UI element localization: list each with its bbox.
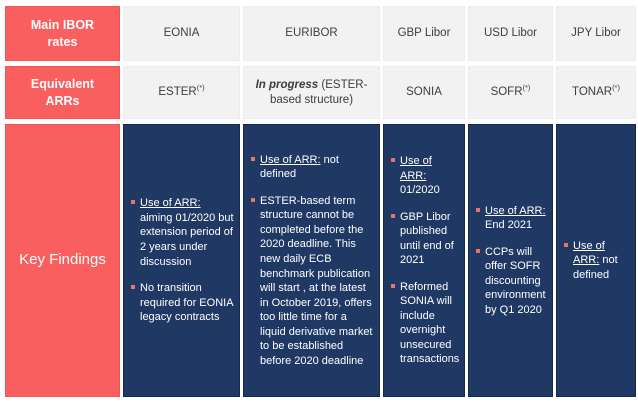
finding-text: not defined xyxy=(260,153,339,181)
finding-text: ESTER-based term structure cannot be com… xyxy=(260,194,373,367)
footnote-marker: (*) xyxy=(612,83,620,93)
footnote-marker: (*) xyxy=(196,83,205,93)
column-header-euribor: EURIBOR xyxy=(243,6,380,61)
row-header-label: Equivalent ARRs xyxy=(30,76,95,108)
finding-item: Reformed SONIA will include overnight un… xyxy=(391,280,459,367)
finding-item: Use of ARR: 01/2020 xyxy=(391,154,459,198)
finding-item: CCPs will offer SOFR discounting environ… xyxy=(476,245,547,318)
row-header-label: Key Findings xyxy=(19,251,106,269)
bullet-square-icon xyxy=(131,285,135,290)
arr-name: In progress (ESTER-based structure) xyxy=(255,78,368,106)
finding-item: No transition required for EONIA legacy … xyxy=(131,281,234,325)
findings-cell-usd-libor: Use of ARR: End 2021 CCPs will offer SOF… xyxy=(468,124,553,397)
findings-cell-eonia: Use of ARR: aiming 01/2020 but extension… xyxy=(123,124,240,397)
ibor-name: JPY Libor xyxy=(571,27,621,40)
finding-item: Use of ARR: aiming 01/2020 but extension… xyxy=(131,196,234,269)
findings-cell-gbp-libor: Use of ARR: 01/2020 GBP Libor published … xyxy=(383,124,465,397)
row-header-key-findings: Key Findings xyxy=(5,124,120,397)
finding-item: Use of ARR: not defined xyxy=(251,153,374,182)
bullet-square-icon xyxy=(564,242,568,247)
bullet-square-icon xyxy=(476,207,480,212)
findings-list: Use of ARR: aiming 01/2020 but extension… xyxy=(131,196,234,324)
findings-list: Use of ARR: not defined ESTER-based term… xyxy=(251,153,374,368)
finding-lead: Use of ARR: xyxy=(400,155,432,182)
findings-list: Use of ARR: 01/2020 GBP Libor published … xyxy=(391,154,459,367)
footnote-marker: (*) xyxy=(522,83,531,93)
finding-item: ESTER-based term structure cannot be com… xyxy=(251,194,374,368)
finding-text: not defined xyxy=(573,254,618,281)
findings-cell-jpy-libor: Use of ARR: not defined xyxy=(556,124,636,397)
finding-lead: Use of ARR: xyxy=(260,153,321,166)
row-header-label: Main IBOR rates xyxy=(30,17,95,49)
bullet-square-icon xyxy=(476,248,480,253)
finding-item: Use of ARR: not defined xyxy=(564,239,630,283)
ibor-name: GBP Libor xyxy=(397,27,451,40)
arr-name: ESTER(*) xyxy=(158,83,205,99)
row-header-main-ibor-rates: Main IBOR rates xyxy=(5,6,120,61)
finding-text: No transition required for EONIA legacy … xyxy=(140,282,233,324)
finding-lead: Use of ARR: xyxy=(485,204,546,217)
finding-item: GBP Libor published until end of 2021 xyxy=(391,210,459,268)
bullet-square-icon xyxy=(131,200,135,205)
arr-cell-euribor-in-progress: In progress (ESTER-based structure) xyxy=(243,66,380,119)
arr-status-emphasis: In progress xyxy=(255,78,319,91)
finding-text: End 2021 xyxy=(485,219,533,232)
finding-lead: Use of ARR: xyxy=(140,197,201,210)
findings-cell-euribor: Use of ARR: not defined ESTER-based term… xyxy=(243,124,380,397)
finding-text: CCPs will offer SOFR discounting environ… xyxy=(485,245,546,316)
ibor-name: EURIBOR xyxy=(285,27,338,40)
finding-text: 01/2020 xyxy=(400,184,440,197)
ibor-name: EONIA xyxy=(163,27,200,40)
findings-list: Use of ARR: not defined xyxy=(564,239,630,283)
finding-text: aiming 01/2020 but extension period of 2… xyxy=(140,211,234,268)
arr-cell-tonar: TONAR(*) xyxy=(556,66,636,119)
arr-name: SONIA xyxy=(406,86,442,99)
column-header-gbp-libor: GBP Libor xyxy=(383,6,465,61)
finding-item: Use of ARR: End 2021 xyxy=(476,204,547,233)
bullet-square-icon xyxy=(391,213,395,218)
bullet-square-icon xyxy=(251,197,255,202)
finding-text: GBP Libor published until end of 2021 xyxy=(400,210,454,267)
arr-cell-ester: ESTER(*) xyxy=(123,66,240,119)
arr-cell-sonia: SONIA xyxy=(383,66,465,119)
bullet-square-icon xyxy=(391,283,395,288)
bullet-square-icon xyxy=(251,156,255,161)
column-header-jpy-libor: JPY Libor xyxy=(556,6,636,61)
arr-cell-sofr: SOFR(*) xyxy=(468,66,553,119)
ibor-name: USD Libor xyxy=(483,27,538,40)
column-header-usd-libor: USD Libor xyxy=(468,6,553,61)
column-header-eonia: EONIA xyxy=(123,6,240,61)
arr-name: TONAR(*) xyxy=(572,83,620,99)
finding-text: Reformed SONIA will include overnight un… xyxy=(400,280,460,366)
bullet-square-icon xyxy=(391,158,395,163)
finding-lead: Use of ARR: xyxy=(573,239,605,267)
arr-name: SOFR(*) xyxy=(490,83,531,99)
findings-list: Use of ARR: End 2021 CCPs will offer SOF… xyxy=(476,204,547,318)
row-header-equivalent-arrs: Equivalent ARRs xyxy=(5,66,120,119)
